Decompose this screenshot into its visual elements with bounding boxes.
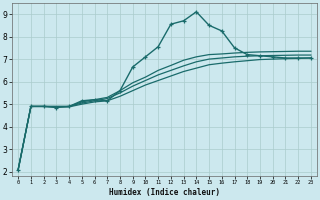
X-axis label: Humidex (Indice chaleur): Humidex (Indice chaleur) (109, 188, 220, 197)
